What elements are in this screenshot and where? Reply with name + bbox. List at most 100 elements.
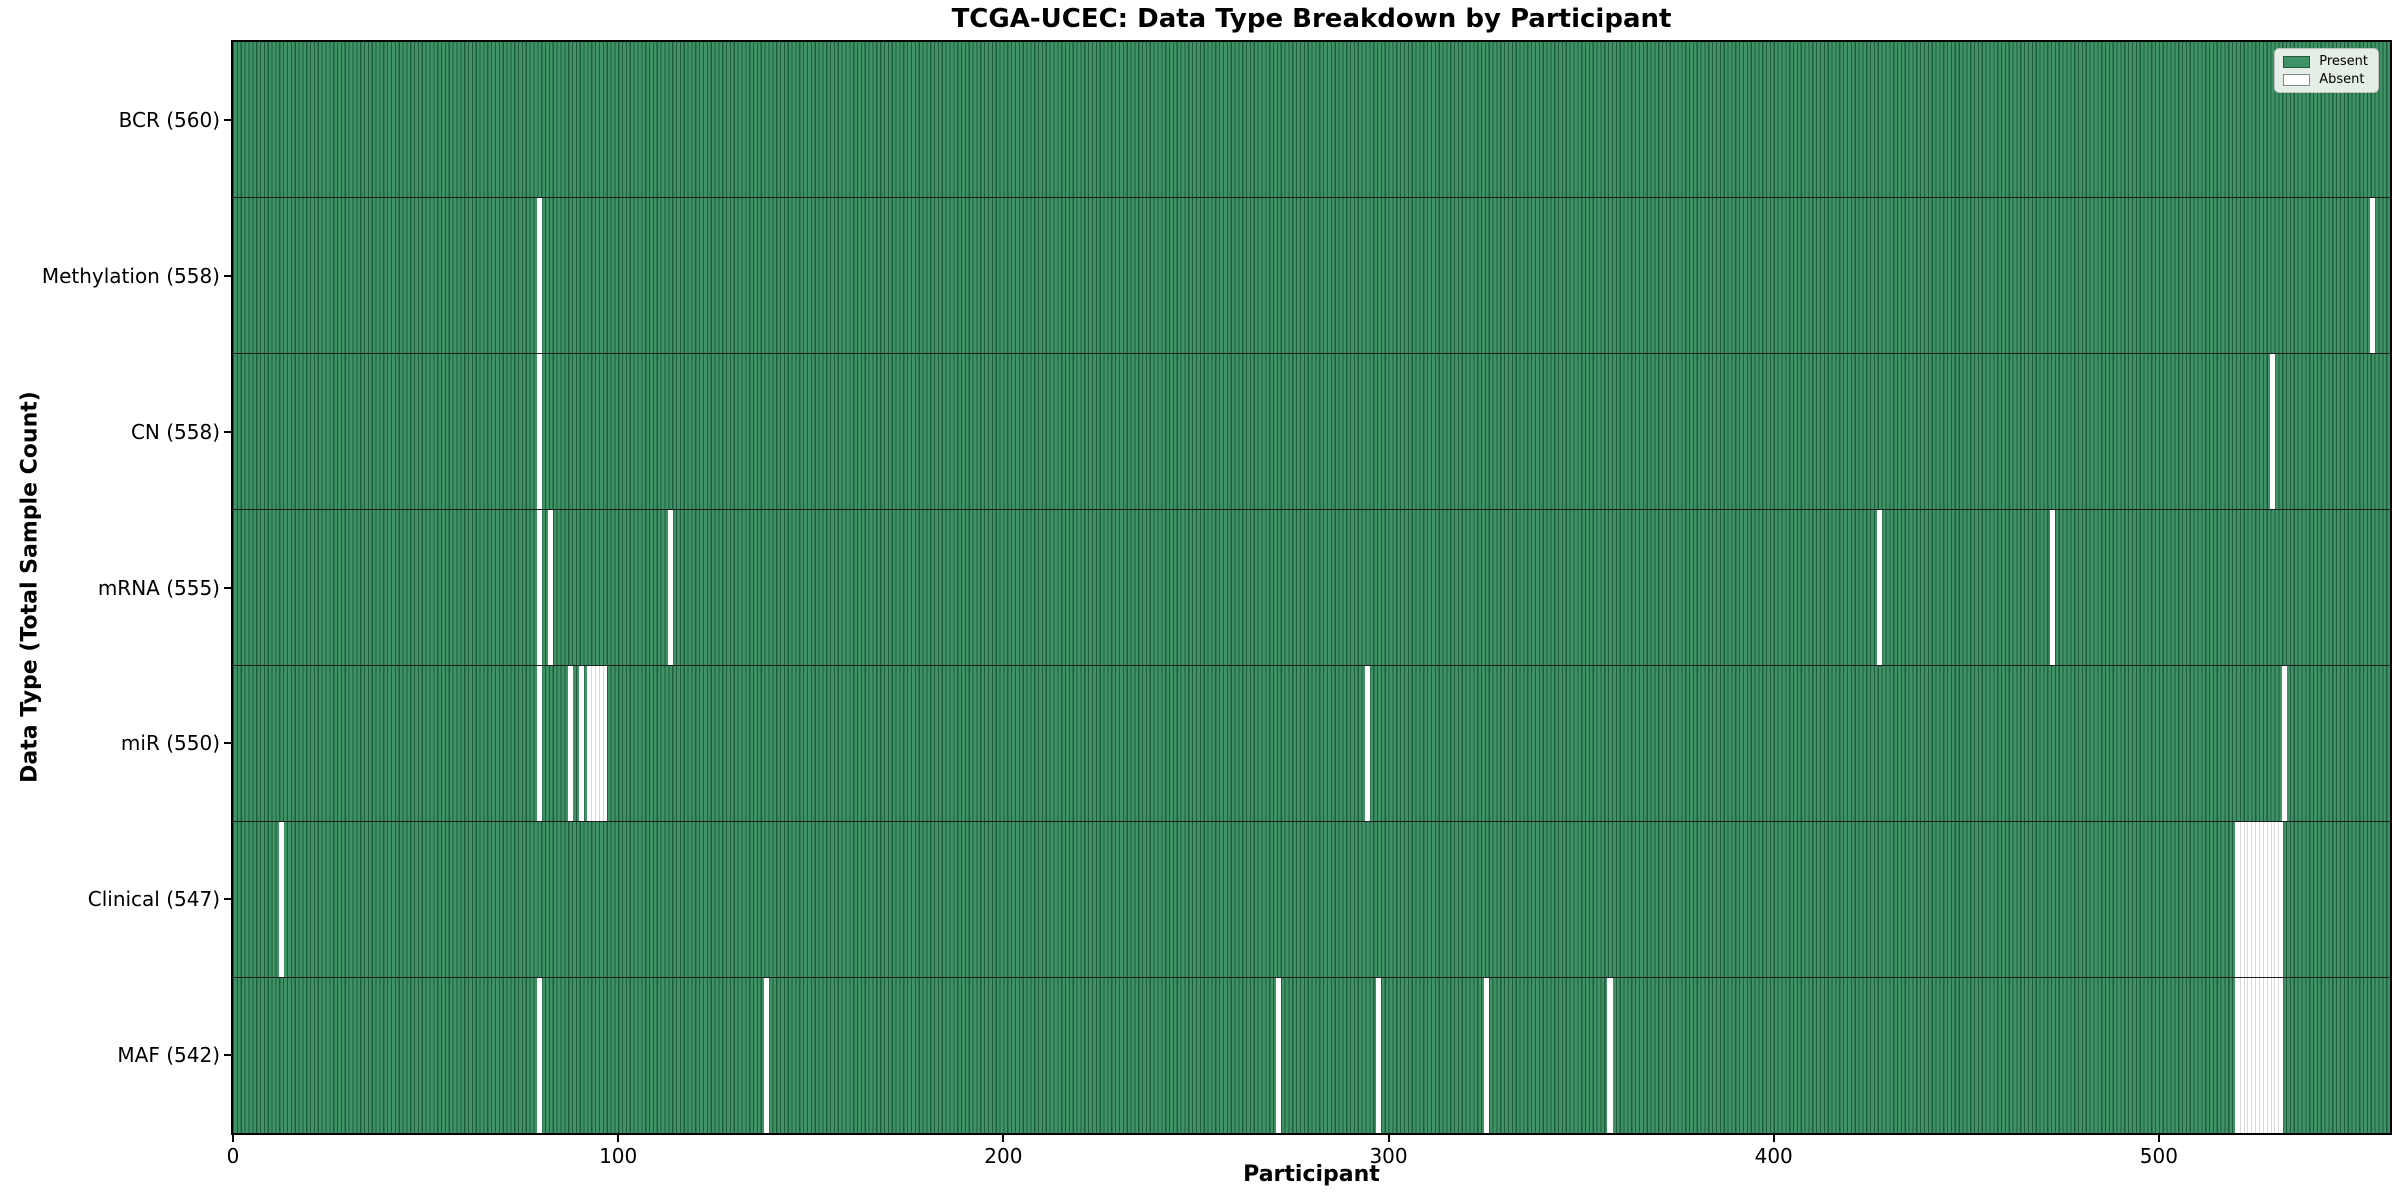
absent-stripe bbox=[2269, 977, 2276, 1133]
row-band-clinical bbox=[233, 821, 2390, 978]
absent-stripe bbox=[590, 665, 596, 822]
absent-stripe bbox=[2050, 509, 2056, 666]
y-tick-label: CN (558) bbox=[130, 419, 220, 444]
absent-bar-edge bbox=[598, 665, 600, 822]
absent-stripe bbox=[567, 665, 573, 822]
absent-stripe bbox=[667, 509, 673, 666]
row-band-mrna bbox=[233, 509, 2390, 666]
absent-bar-edge bbox=[2243, 977, 2245, 1133]
legend-entry-present: Present bbox=[2283, 55, 2368, 68]
absent-stripe bbox=[2266, 821, 2272, 978]
absent-stripe bbox=[278, 821, 284, 978]
row-divider bbox=[233, 820, 2390, 822]
y-tick-label: Methylation (558) bbox=[41, 263, 220, 288]
absent-stripe bbox=[579, 665, 585, 822]
row-band-cn bbox=[233, 353, 2390, 510]
legend-absent-swatch bbox=[2283, 73, 2311, 86]
absent-stripe bbox=[2235, 977, 2241, 1133]
x-tick-label: 500 bbox=[2139, 1144, 2178, 1168]
absent-bar-edge bbox=[2239, 821, 2241, 978]
absent-bar-edge bbox=[595, 665, 597, 822]
absent-stripe bbox=[2250, 977, 2256, 1133]
absent-bar-edge bbox=[2247, 977, 2249, 1133]
absent-bar-edge bbox=[2270, 977, 2272, 1133]
absent-stripe bbox=[536, 197, 542, 354]
absent-stripe bbox=[1276, 977, 1282, 1133]
absent-bar-edge bbox=[2259, 821, 2261, 978]
absent-stripe bbox=[536, 977, 542, 1133]
absent-stripe bbox=[2258, 821, 2264, 978]
absent-bar-edge bbox=[2243, 821, 2245, 978]
legend-present-label: Present bbox=[2319, 54, 2368, 69]
row-band-mir bbox=[233, 665, 2390, 822]
y-tick-mark bbox=[224, 118, 233, 121]
absent-stripe bbox=[1877, 509, 1883, 666]
y-tick-mark bbox=[224, 586, 233, 589]
absent-bar-edge bbox=[2251, 821, 2253, 978]
y-tick-label: BCR (560) bbox=[118, 107, 220, 132]
row-divider bbox=[233, 509, 2390, 511]
absent-stripe bbox=[536, 353, 542, 510]
absent-stripe bbox=[2273, 977, 2279, 1133]
plot-rows bbox=[233, 42, 2390, 1133]
absent-stripe bbox=[2273, 821, 2279, 978]
absent-stripe bbox=[2246, 821, 2252, 978]
absent-bar-edge bbox=[2247, 821, 2249, 978]
absent-stripe bbox=[1607, 977, 1613, 1133]
absent-bar-edge bbox=[2251, 977, 2253, 1133]
absent-bar-edge bbox=[602, 665, 604, 822]
x-tick-label: 0 bbox=[226, 1144, 240, 1168]
absent-stripe bbox=[598, 665, 604, 822]
x-axis-label: Participant bbox=[1243, 1162, 1380, 1187]
y-tick-mark bbox=[224, 1054, 233, 1057]
absent-stripe bbox=[2266, 977, 2272, 1133]
x-tick-mark bbox=[232, 1133, 234, 1142]
absent-stripe bbox=[2277, 821, 2283, 978]
absent-stripe bbox=[536, 509, 542, 666]
absent-bar-edge bbox=[2255, 977, 2257, 1133]
absent-stripe bbox=[2262, 977, 2268, 1133]
row-band-methylation bbox=[233, 197, 2390, 354]
row-divider bbox=[233, 197, 2390, 199]
absent-stripe bbox=[1484, 977, 1490, 1133]
plot-area: Present Absent bbox=[231, 40, 2392, 1135]
absent-stripe bbox=[2254, 821, 2260, 978]
absent-stripe bbox=[602, 665, 608, 822]
absent-stripe bbox=[2269, 353, 2276, 510]
row-divider bbox=[233, 353, 2390, 355]
x-tick-mark bbox=[1387, 1133, 1390, 1142]
chart-title: TCGA-UCEC: Data Type Breakdown by Partic… bbox=[951, 4, 1672, 34]
absent-stripe bbox=[2239, 821, 2245, 978]
y-tick-label: Clinical (547) bbox=[87, 887, 220, 912]
absent-stripe bbox=[2262, 821, 2268, 978]
y-tick-mark bbox=[224, 898, 233, 901]
absent-stripe bbox=[536, 665, 542, 822]
absent-stripe bbox=[2281, 665, 2287, 822]
row-divider bbox=[233, 976, 2390, 978]
absent-stripe bbox=[2246, 977, 2252, 1133]
absent-stripe bbox=[548, 509, 554, 666]
absent-bar-edge bbox=[591, 665, 593, 822]
y-tick-label: MAF (542) bbox=[117, 1043, 220, 1068]
absent-bar-edge bbox=[2259, 977, 2261, 1133]
x-tick-mark bbox=[617, 1133, 620, 1142]
legend-entry-absent: Absent bbox=[2283, 73, 2368, 86]
absent-bar-edge bbox=[2262, 977, 2264, 1133]
absent-bar-edge bbox=[2239, 977, 2241, 1133]
y-tick-label: miR (550) bbox=[120, 731, 220, 756]
absent-stripe bbox=[2258, 977, 2264, 1133]
absent-stripe bbox=[594, 665, 600, 822]
absent-stripe bbox=[1376, 977, 1382, 1133]
absent-bar-edge bbox=[2278, 977, 2280, 1133]
absent-stripe bbox=[2370, 197, 2376, 354]
y-tick-label: mRNA (555) bbox=[97, 575, 220, 600]
absent-stripe bbox=[2250, 821, 2256, 978]
absent-stripe bbox=[2254, 977, 2260, 1133]
row-band-maf bbox=[233, 977, 2390, 1133]
y-tick-mark bbox=[224, 274, 233, 277]
absent-stripe bbox=[586, 665, 592, 822]
x-tick-label: 300 bbox=[1369, 1144, 1408, 1168]
absent-stripe bbox=[2235, 821, 2241, 978]
legend-present-swatch bbox=[2283, 55, 2311, 68]
